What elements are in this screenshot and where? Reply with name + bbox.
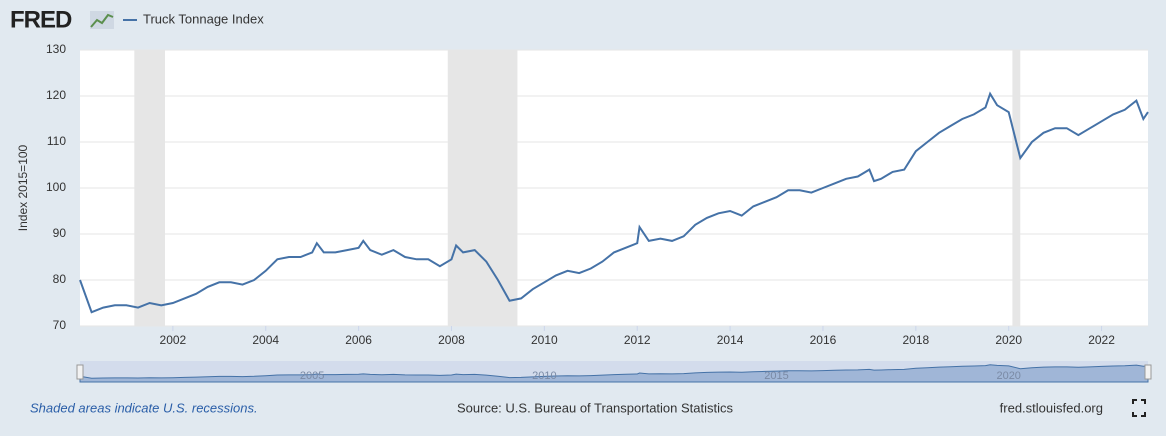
x-tick-label: 2020 (995, 333, 1022, 347)
x-tick-label: 2016 (810, 333, 837, 347)
navigator-tick-label: 2020 (996, 370, 1020, 382)
x-tick-label: 2002 (160, 333, 187, 347)
x-tick-label: 2018 (902, 333, 929, 347)
navigator-handle[interactable] (76, 364, 84, 380)
navigator-tick-label: 2005 (300, 370, 324, 382)
logo: FRED (10, 6, 72, 33)
source: Source: U.S. Bureau of Transportation St… (457, 400, 734, 415)
recession-note: Shaded areas indicate U.S. recessions. (30, 400, 258, 415)
x-tick-label: 2022 (1088, 333, 1115, 347)
y-tick-label: 80 (53, 272, 67, 286)
series-line (79, 91, 1149, 314)
y-tick-label: 110 (47, 134, 66, 148)
navigator-handle[interactable] (1144, 364, 1152, 380)
site-link[interactable]: fred.stlouisfed.org (1000, 400, 1103, 415)
x-tick-label: 2014 (717, 333, 744, 347)
y-axis-label: Index 2015=100 (16, 144, 30, 231)
y-tick-label: 120 (46, 88, 66, 102)
y-tick-label: 100 (46, 180, 66, 194)
logo-box (90, 11, 114, 29)
x-tick-label: 2004 (252, 333, 279, 347)
x-tick-label: 2006 (345, 333, 372, 347)
legend-label[interactable]: Truck Tonnage Index (143, 11, 264, 26)
navigator-tick-label: 2010 (532, 370, 556, 382)
x-tick-label: 2010 (531, 333, 558, 347)
logo-icon (90, 11, 114, 29)
navigator-tick-label: 2015 (764, 370, 788, 382)
y-tick-label: 90 (53, 226, 67, 240)
y-tick-label: 70 (53, 318, 67, 332)
fullscreen-button[interactable] (1132, 399, 1146, 417)
x-tick-label: 2008 (438, 333, 465, 347)
y-tick-label: 130 (46, 42, 66, 56)
navigator-area (79, 364, 1149, 383)
x-tick-label: 2012 (624, 333, 651, 347)
logo-line (90, 13, 114, 28)
